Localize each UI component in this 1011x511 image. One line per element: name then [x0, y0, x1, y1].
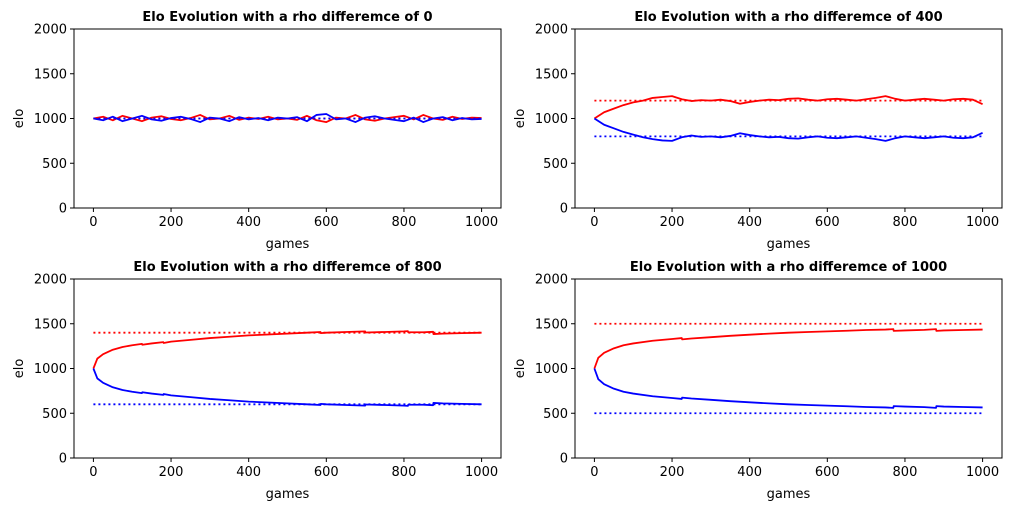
- chart-title: Elo Evolution with a rho differemce of 0: [142, 10, 432, 25]
- x-tick-label: 0: [590, 465, 598, 480]
- y-tick-label: 1500: [535, 317, 568, 332]
- y-tick-label: 1000: [34, 112, 67, 127]
- elo-line-blue: [593, 117, 983, 142]
- x-tick-label: 1000: [465, 215, 498, 230]
- chart-title: Elo Evolution with a rho differemce of 4…: [634, 10, 942, 25]
- x-tick-label: 800: [392, 215, 417, 230]
- y-axis-label: elo: [12, 359, 27, 379]
- chart-panel-3: Elo Evolution with a rho differemce of 8…: [12, 260, 502, 502]
- chart-title: Elo Evolution with a rho differemce of 8…: [133, 260, 441, 275]
- y-axis-label: elo: [12, 109, 27, 129]
- y-axis-label: elo: [513, 109, 528, 129]
- x-tick-label: 400: [236, 465, 261, 480]
- y-tick-label: 500: [42, 157, 67, 172]
- x-tick-label: 600: [314, 465, 339, 480]
- x-tick-label: 0: [590, 215, 598, 230]
- x-tick-label: 200: [159, 465, 184, 480]
- x-tick-label: 400: [236, 215, 261, 230]
- x-tick-label: 200: [159, 215, 184, 230]
- elo-line-blue: [593, 368, 983, 409]
- y-tick-label: 2000: [34, 23, 67, 38]
- x-tick-label: 400: [737, 465, 762, 480]
- x-tick-label: 400: [737, 215, 762, 230]
- x-tick-label: 1000: [465, 465, 498, 480]
- y-tick-label: 500: [543, 407, 568, 422]
- y-tick-label: 1000: [535, 112, 568, 127]
- y-tick-label: 1500: [34, 317, 67, 332]
- elo-line-blue: [93, 113, 482, 123]
- x-tick-label: 1000: [966, 215, 999, 230]
- chart-panel-4: Elo Evolution with a rho differemce of 1…: [513, 260, 1003, 502]
- x-tick-label: 0: [89, 215, 97, 230]
- chart-panel-2: Elo Evolution with a rho differemce of 4…: [513, 10, 1003, 252]
- x-tick-label: 800: [893, 465, 918, 480]
- x-tick-label: 800: [893, 215, 918, 230]
- x-tick-label: 200: [660, 465, 685, 480]
- y-tick-label: 0: [59, 202, 67, 217]
- elo-line-blue: [92, 368, 482, 407]
- x-tick-label: 600: [314, 215, 339, 230]
- y-tick-label: 0: [560, 202, 568, 217]
- y-tick-label: 500: [42, 407, 67, 422]
- y-tick-label: 0: [59, 452, 67, 467]
- x-tick-label: 1000: [966, 465, 999, 480]
- x-tick-label: 0: [89, 465, 97, 480]
- y-tick-label: 0: [560, 452, 568, 467]
- chart-title: Elo Evolution with a rho differemce of 1…: [630, 260, 947, 275]
- y-tick-label: 2000: [34, 273, 67, 288]
- y-tick-label: 1500: [34, 67, 67, 82]
- chart-panel-1: Elo Evolution with a rho differemce of 0…: [12, 10, 502, 252]
- y-tick-label: 2000: [535, 23, 568, 38]
- y-tick-label: 2000: [535, 273, 568, 288]
- y-tick-label: 500: [543, 157, 568, 172]
- x-tick-label: 600: [815, 215, 840, 230]
- x-axis-label: games: [266, 487, 310, 502]
- x-tick-label: 800: [392, 465, 417, 480]
- x-axis-label: games: [767, 487, 811, 502]
- x-tick-label: 200: [660, 215, 685, 230]
- y-axis-label: elo: [513, 359, 528, 379]
- x-axis-label: games: [266, 237, 310, 252]
- x-tick-label: 600: [815, 465, 840, 480]
- elo-line-red: [92, 330, 482, 369]
- elo-line-red: [593, 95, 983, 120]
- elo-line-red: [593, 328, 983, 369]
- y-tick-label: 1000: [535, 362, 568, 377]
- y-tick-label: 1500: [535, 67, 568, 82]
- x-axis-label: games: [767, 237, 811, 252]
- y-tick-label: 1000: [34, 362, 67, 377]
